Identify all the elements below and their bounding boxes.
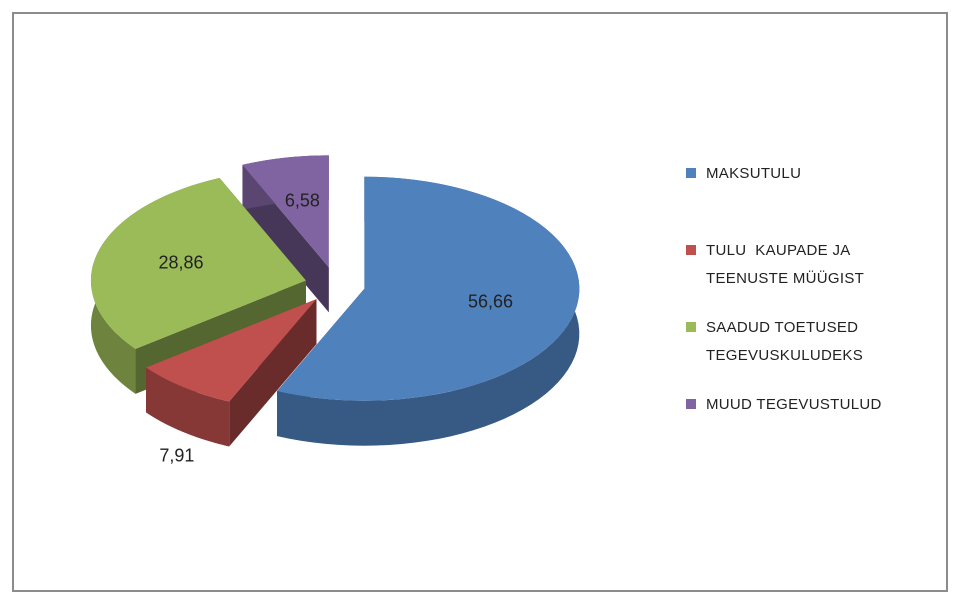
data-label: 56,66 bbox=[468, 291, 513, 311]
legend-label: TULU KAUPADE JA TEENUSTE MÜÜGIST bbox=[706, 242, 865, 287]
pie-slice bbox=[146, 299, 317, 402]
legend-swatch bbox=[686, 399, 696, 409]
legend-swatch bbox=[686, 322, 696, 332]
data-label: 6,58 bbox=[285, 190, 320, 210]
legend-item: MUUD TEGEVUSTULUD bbox=[686, 391, 946, 468]
slice bbox=[146, 299, 317, 447]
legend-swatch bbox=[686, 168, 696, 178]
legend-label: MAKSUTULU bbox=[706, 165, 802, 182]
legend: MAKSUTULU TULU KAUPADE JA TEENUSTE MÜÜGIS… bbox=[686, 160, 946, 468]
slice bbox=[242, 155, 329, 313]
legend-item: TULU KAUPADE JA TEENUSTE MÜÜGIST bbox=[686, 237, 946, 314]
legend-swatch bbox=[686, 245, 696, 255]
legend-item: MAKSUTULU bbox=[686, 160, 946, 237]
data-label: 7,91 bbox=[159, 445, 194, 465]
data-label: 28,86 bbox=[158, 253, 203, 273]
slice bbox=[277, 176, 580, 446]
pie-slice bbox=[242, 155, 329, 268]
legend-item: SAADUD TOETUSED TEGEVUSKULUDEKS bbox=[686, 314, 946, 391]
legend-label: MUUD TEGEVUSTULUD bbox=[706, 396, 882, 413]
pie-slice bbox=[277, 176, 580, 401]
legend-label: SAADUD TOETUSED TEGEVUSKULUDEKS bbox=[706, 319, 864, 364]
slice-wall bbox=[146, 367, 230, 447]
pie-slice bbox=[90, 177, 306, 349]
